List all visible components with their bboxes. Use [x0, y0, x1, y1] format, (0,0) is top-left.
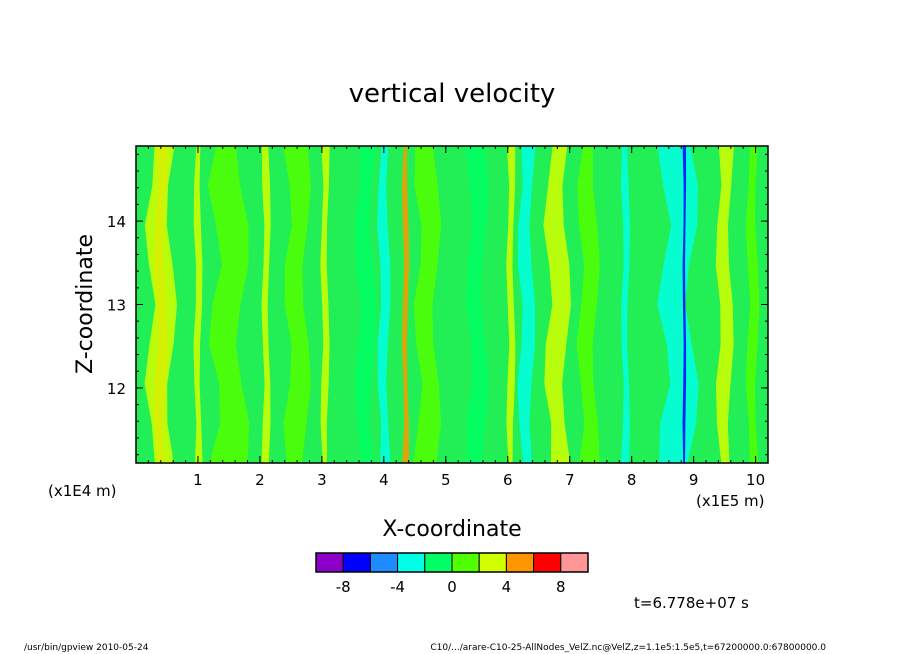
velocity-band	[715, 146, 734, 463]
x-tick-label: 8	[627, 471, 637, 489]
velocity-band	[745, 146, 760, 463]
x-tick-label: 2	[255, 471, 265, 489]
x-tick-label: 10	[746, 471, 765, 489]
velocity-band	[576, 146, 600, 463]
velocity-band	[401, 146, 410, 463]
colorbar-label: -8	[336, 578, 351, 596]
velocity-band	[208, 146, 250, 463]
footer-right: C10/.../arare-C10-25-AllNodes_VelZ.nc@Ve…	[430, 643, 826, 653]
velocity-band	[506, 146, 516, 463]
colorbar: -8 -4 0 4 8	[315, 552, 589, 596]
y-tick-label: 12	[107, 380, 126, 398]
y-tick-label: 14	[107, 213, 126, 231]
x-unit-label: (x1E5 m)	[696, 492, 765, 510]
colorbar-label: 0	[447, 578, 457, 596]
velocity-band	[283, 146, 311, 463]
x-tick-label: 1	[193, 471, 203, 489]
velocity-band	[353, 146, 377, 463]
x-axis-label: X-coordinate	[382, 517, 521, 542]
colorbar-label: 8	[556, 578, 566, 596]
velocity-band	[543, 146, 571, 463]
velocity-band	[517, 146, 536, 463]
velocity-band	[193, 146, 203, 463]
colorbar-swatch	[505, 552, 535, 573]
velocity-band	[413, 146, 442, 463]
colorbar-frame	[315, 552, 589, 573]
colorbar-swatch	[451, 552, 480, 573]
x-tick-label: 5	[441, 471, 451, 489]
velocity-band	[465, 146, 489, 463]
y-unit-label: (x1E4 m)	[48, 482, 117, 500]
colorbar-swatch	[315, 552, 344, 573]
footer-left: /usr/bin/gpview 2010-05-24	[24, 643, 149, 653]
chart-title: vertical velocity	[349, 79, 556, 109]
time-label: t=6.778e+07 s	[634, 594, 749, 612]
colorbar-swatch	[397, 552, 426, 573]
velocity-band	[144, 146, 177, 463]
velocity-band	[320, 146, 330, 463]
colorbar-swatch	[424, 552, 453, 573]
velocity-band	[657, 146, 699, 463]
velocity-band	[620, 146, 631, 463]
colorbar-swatch	[369, 552, 399, 573]
velocity-band	[377, 146, 391, 463]
x-tick-label: 3	[317, 471, 327, 489]
colorbar-swatch	[478, 552, 507, 573]
plot-area	[136, 146, 768, 463]
velocity-band	[682, 146, 687, 463]
x-tick-label: 6	[503, 471, 513, 489]
x-tick-label: 4	[379, 471, 389, 489]
y-axis-label: Z-coordinate	[73, 234, 98, 374]
colorbar-label: -4	[390, 578, 405, 596]
x-tick-label: 9	[689, 471, 699, 489]
colorbar-label: 4	[502, 578, 512, 596]
velocity-band	[261, 146, 271, 463]
y-tick-label: 13	[107, 297, 126, 315]
colorbar-swatch	[342, 552, 371, 573]
x-tick-label: 7	[565, 471, 575, 489]
colorbar-swatch	[533, 552, 562, 573]
colorbar-swatch	[560, 552, 589, 573]
